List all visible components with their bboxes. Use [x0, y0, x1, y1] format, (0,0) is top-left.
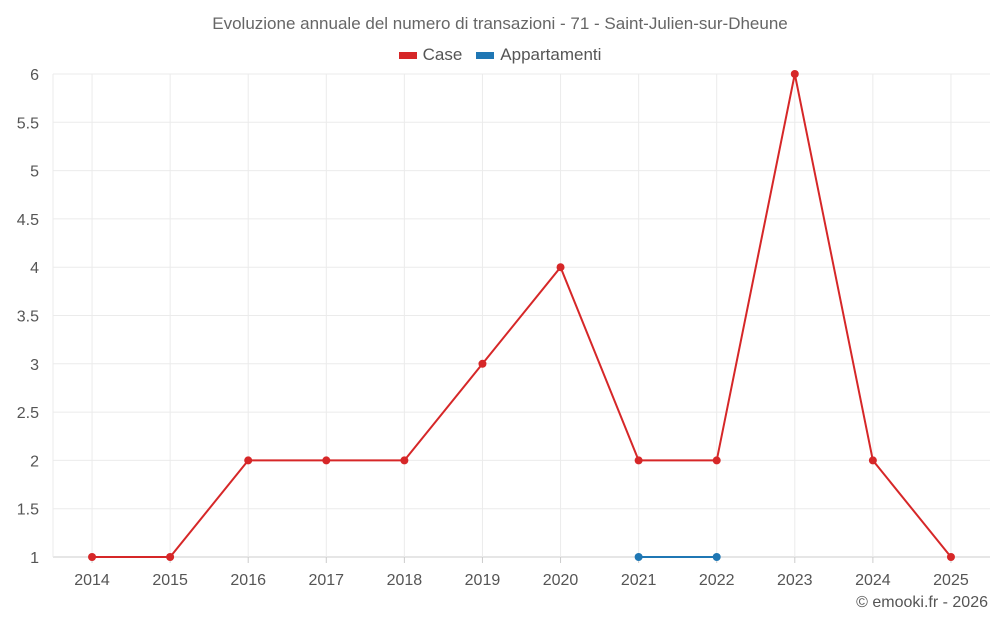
series-line-case	[92, 73, 952, 558]
legend-item-appartamenti[interactable]: Appartamenti	[476, 45, 601, 65]
y-tick-label: 4.5	[17, 212, 39, 229]
data-point-case	[400, 456, 409, 465]
x-tick-label: 2020	[543, 572, 579, 589]
x-tick-label: 2014	[74, 572, 110, 589]
x-tick-label: 2023	[777, 572, 813, 589]
x-tick-label: 2022	[699, 572, 735, 589]
y-tick-label: 4	[30, 260, 39, 277]
data-point-case	[868, 456, 877, 465]
x-tick-label: 2019	[465, 572, 501, 589]
y-tick-label: 3.5	[17, 309, 39, 326]
data-point-case	[322, 456, 331, 465]
x-tick-label: 2015	[152, 572, 188, 589]
y-tick-label: 6	[30, 67, 39, 84]
x-tick-label: 2018	[387, 572, 423, 589]
x-tick-label: 2017	[308, 572, 344, 589]
data-point-case	[88, 553, 97, 561]
y-tick-label: 2.5	[17, 405, 39, 422]
data-point-appartamenti	[712, 553, 721, 561]
y-tick-label: 1.5	[17, 502, 39, 519]
data-point-case	[478, 359, 487, 368]
x-tick-label: 2024	[855, 572, 891, 589]
data-point-appartamenti	[634, 553, 643, 561]
data-point-case	[946, 553, 955, 561]
y-tick-label: 1	[30, 550, 39, 567]
y-tick-label: 2	[30, 453, 39, 470]
legend-swatch-case	[398, 51, 417, 59]
credit-text: © emooki.fr - 2026	[856, 594, 988, 611]
legend-item-case[interactable]: Case	[398, 45, 463, 65]
data-point-case	[166, 553, 175, 561]
y-tick-label: 5.5	[17, 115, 39, 132]
x-tick-label: 2021	[621, 572, 657, 589]
legend-label-appartamenti: Appartamenti	[500, 45, 602, 64]
y-tick-label: 3	[30, 357, 39, 374]
legend-label-case: Case	[422, 45, 463, 64]
data-point-case	[634, 456, 643, 465]
data-point-case	[790, 70, 799, 78]
data-point-case	[556, 263, 565, 272]
legend-swatch-appartamenti	[476, 51, 495, 59]
axis-layer: 1 1.5 2 2.5 3 3.5 4 4.5 5 5.5 6 2014 2015 2016 2017 201…	[17, 67, 969, 589]
legend: Case Appartamenti	[0, 45, 1000, 65]
series-layer	[88, 70, 955, 561]
x-tick-label: 2016	[230, 572, 266, 589]
x-tick-label: 2025	[933, 572, 969, 589]
data-point-case	[244, 456, 253, 465]
grid-layer	[52, 73, 990, 558]
chart-title: Evoluzione annuale del numero di transaz…	[212, 14, 788, 33]
y-tick-label: 5	[30, 164, 39, 181]
data-point-case	[712, 456, 721, 465]
